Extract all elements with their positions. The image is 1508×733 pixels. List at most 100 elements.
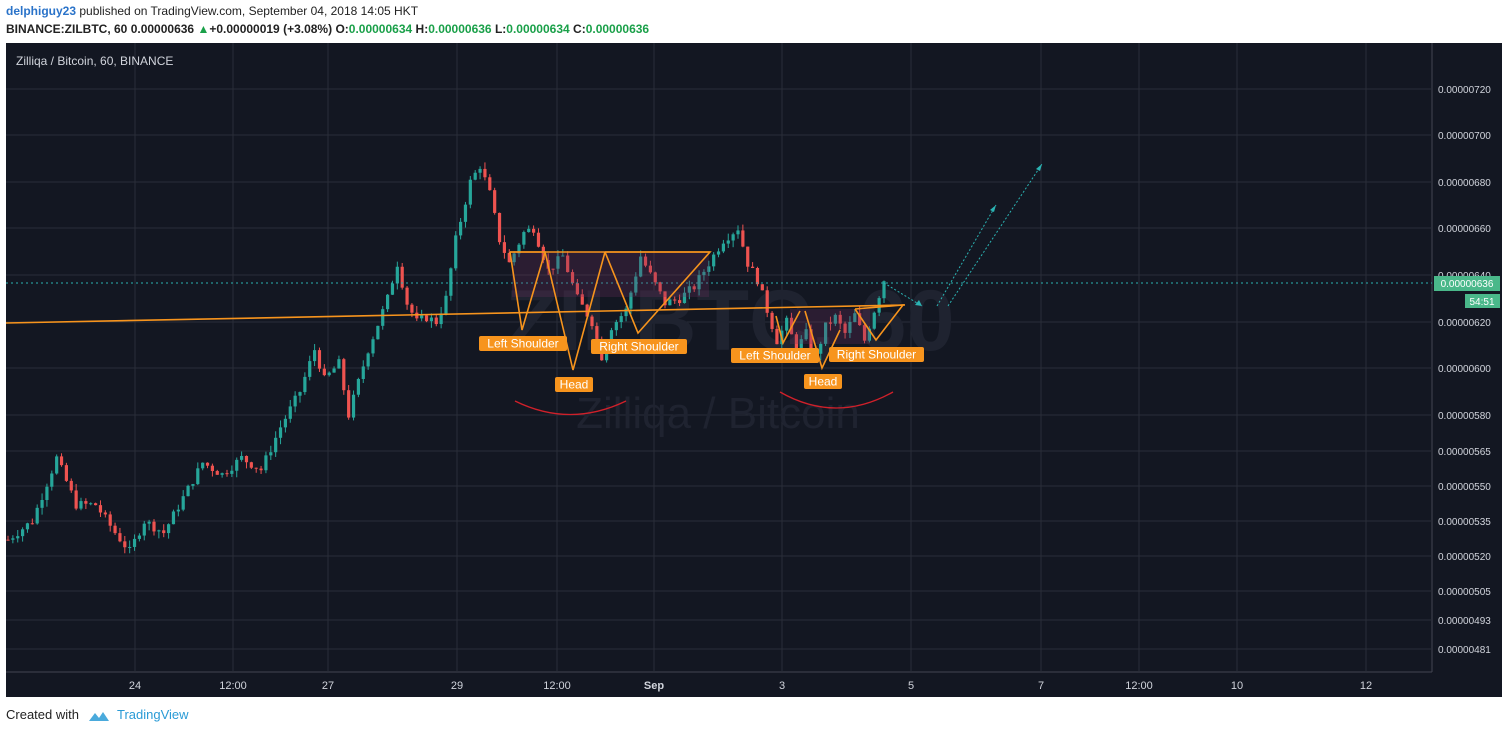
candle-body xyxy=(313,350,317,362)
candle-body xyxy=(176,509,180,512)
candle-body xyxy=(137,535,141,539)
candle-body xyxy=(322,368,326,376)
pattern-label-bg xyxy=(479,336,567,351)
candle-body xyxy=(278,427,283,438)
candle-body xyxy=(468,179,472,205)
candle-body xyxy=(488,177,492,191)
candle-body xyxy=(463,204,468,222)
candle-body xyxy=(614,322,618,331)
candle-body xyxy=(381,309,385,326)
price-tick-label: 0.00000550 xyxy=(1438,482,1491,493)
pattern-label-bg xyxy=(731,348,819,363)
candle-body xyxy=(449,268,453,296)
candle-body xyxy=(288,406,292,419)
last-price: 0.00000636 xyxy=(130,22,195,36)
candle-body xyxy=(210,465,214,472)
open-value: 0.00000634 xyxy=(348,22,413,36)
candle-body xyxy=(132,538,137,547)
candle-body xyxy=(108,514,112,526)
candle-body xyxy=(376,325,380,340)
candle-body xyxy=(128,546,132,548)
time-tick-label: 27 xyxy=(322,680,334,692)
left-shoulder-triangle xyxy=(775,310,801,346)
price-chart[interactable]: ZILBTC, 60 Zilliqa / Bitcoin Left Should… xyxy=(0,0,1508,700)
candle-body xyxy=(746,246,750,267)
symbol-label: BINANCE:ZILBTC, 60 xyxy=(6,22,128,36)
candle-body xyxy=(244,455,249,463)
candle-body xyxy=(770,312,774,329)
projection-path xyxy=(883,282,923,307)
last-price-tag-text: 0.00000636 xyxy=(1441,279,1494,290)
candle-body xyxy=(405,287,409,305)
pattern-label-bg xyxy=(829,347,924,362)
candle-body xyxy=(103,512,107,515)
candle-body xyxy=(434,317,438,325)
candle-body xyxy=(595,326,599,339)
time-tick-label: 12:00 xyxy=(543,680,571,692)
close-label: C: xyxy=(573,22,586,36)
candle-body xyxy=(118,533,122,542)
candle-body xyxy=(556,256,560,269)
candle-body xyxy=(502,242,506,253)
candle-body xyxy=(40,499,44,508)
right-shoulder-triangle xyxy=(854,304,905,342)
grid xyxy=(6,43,1432,672)
candle-body xyxy=(69,480,73,491)
pattern-label-text: Right Shoulder xyxy=(837,348,916,362)
candle-body xyxy=(736,230,740,235)
head-arc xyxy=(779,391,894,409)
candle-body xyxy=(833,314,837,324)
candle-body xyxy=(862,325,867,341)
candle-body xyxy=(298,392,302,396)
candle-body xyxy=(171,511,176,525)
candle-body xyxy=(429,317,433,322)
candle-body xyxy=(590,316,594,327)
candle-body xyxy=(142,523,146,536)
head-triangle xyxy=(804,310,841,371)
tradingview-brand-link[interactable]: TradingView xyxy=(116,707,189,722)
candle-body xyxy=(215,471,219,475)
time-tick-label: 24 xyxy=(129,680,141,692)
published-text: published on TradingView.com, September … xyxy=(79,4,419,18)
neckline xyxy=(5,304,906,324)
candle-body xyxy=(707,266,711,272)
price-tick-label: 0.00000481 xyxy=(1438,645,1491,656)
candle-body xyxy=(317,350,322,369)
candle-body xyxy=(162,530,166,534)
candle-body xyxy=(522,232,526,245)
pattern-label-bg xyxy=(591,339,687,354)
candle-body xyxy=(541,246,545,261)
pattern-label-bg xyxy=(804,374,842,389)
countdown-tag-bg xyxy=(1465,294,1500,308)
candle-body xyxy=(712,254,716,267)
candle-body xyxy=(536,232,541,247)
projection-arrowhead xyxy=(1036,164,1042,171)
candle-body xyxy=(629,292,633,309)
candle-body xyxy=(697,275,701,290)
candle-body xyxy=(799,339,803,354)
author-link[interactable]: delphiguy23 xyxy=(6,4,77,18)
candle-body xyxy=(45,486,49,500)
candle-body xyxy=(692,286,696,290)
time-tick-label: 12:00 xyxy=(1125,680,1153,692)
candle-body xyxy=(35,507,39,524)
candle-body xyxy=(741,230,745,247)
candle-body xyxy=(751,266,755,269)
high-label: H: xyxy=(415,22,429,36)
price-tick-label: 0.00000620 xyxy=(1438,318,1491,329)
change-value: +0.00000019 (+3.08%) xyxy=(209,22,333,36)
candle-body xyxy=(853,313,857,322)
low-value: 0.00000634 xyxy=(506,22,570,36)
pattern-shade xyxy=(790,309,870,344)
candle-body xyxy=(240,455,244,460)
candle-body xyxy=(254,467,258,469)
candle-body xyxy=(687,286,691,293)
candle-body xyxy=(167,524,171,534)
pattern-annotations: Left Shoulder Head Right Shoulder Left Shou… xyxy=(5,163,1432,416)
candle-body xyxy=(609,330,614,345)
candle-body xyxy=(872,312,876,329)
candle-body xyxy=(663,291,667,306)
candle-body xyxy=(794,334,798,354)
candle-body xyxy=(420,315,424,319)
time-tick-label: 12:00 xyxy=(219,680,247,692)
